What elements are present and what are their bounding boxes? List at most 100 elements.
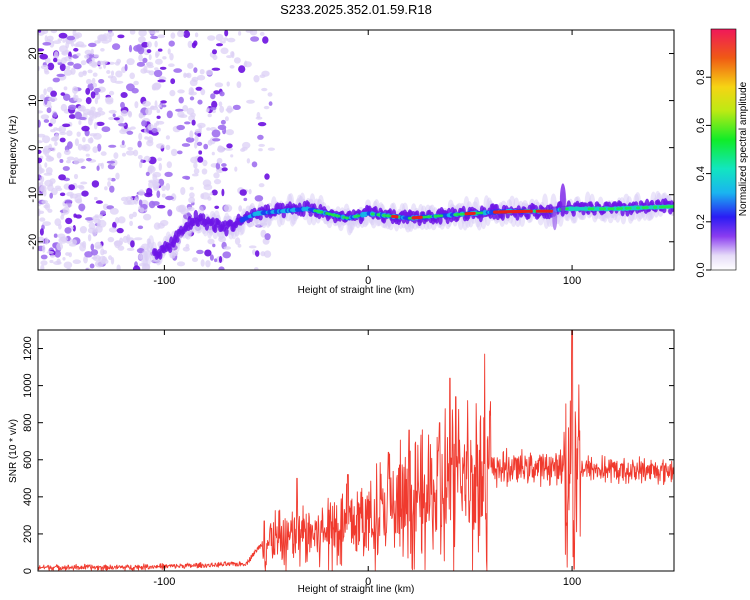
noise-blob (113, 117, 120, 121)
noise-blob (258, 143, 266, 147)
noise-blob (153, 122, 158, 130)
noise-blob (215, 162, 221, 170)
noise-blob (182, 105, 189, 112)
noise-blob (145, 107, 153, 116)
noise-blob (133, 80, 139, 86)
noise-blob (90, 48, 94, 55)
noise-blob (155, 58, 163, 65)
noise-blob (81, 190, 89, 197)
noise-blob (95, 228, 99, 234)
noise-blob (77, 105, 84, 112)
noise-blob (89, 137, 94, 144)
noise-blob (154, 40, 158, 48)
noise-blob (191, 42, 197, 49)
noise-blob (156, 120, 165, 125)
noise-blob (232, 104, 241, 110)
ridge-highlight (601, 207, 606, 211)
ridge-highlight (387, 214, 392, 218)
noise-blob (177, 89, 185, 94)
noise-blob (243, 61, 252, 68)
noise-blob (154, 67, 159, 71)
noise-blob (129, 72, 135, 80)
noise-blob (39, 53, 48, 60)
noise-blob (98, 66, 102, 70)
snr-x-tick-label: -100 (153, 576, 175, 588)
noise-blob (152, 82, 162, 90)
noise-blob (127, 147, 134, 151)
noise-blob (78, 185, 85, 190)
noise-blob (225, 107, 234, 113)
spectrogram-x-axis-title: Height of straight line (km) (298, 285, 415, 296)
noise-blob (96, 165, 100, 171)
noise-blob (80, 165, 86, 169)
noise-blob (91, 77, 96, 85)
noise-blob (109, 185, 115, 193)
spectrogram-data (38, 30, 674, 270)
noise-blob (51, 136, 59, 141)
noise-blob (195, 86, 203, 91)
noise-blob (175, 108, 184, 112)
noise-blob (87, 69, 93, 74)
noise-blob (62, 93, 71, 102)
ridge-peak-segment (411, 215, 423, 220)
noise-blob (39, 181, 44, 187)
noise-blob (107, 31, 115, 37)
noise-blob (134, 101, 139, 109)
noise-blob (44, 57, 51, 64)
noise-blob (141, 41, 149, 48)
noise-blob (191, 119, 196, 126)
noise-blob (93, 219, 102, 224)
noise-blob (250, 36, 260, 42)
noise-blob (114, 217, 120, 224)
noise-blob (147, 136, 154, 144)
noise-blob (136, 44, 143, 52)
noise-blob (146, 41, 152, 48)
noise-blob (248, 188, 252, 195)
noise-blob (53, 233, 58, 238)
noise-blob (123, 200, 132, 205)
noise-blob (120, 110, 129, 117)
noise-blob (62, 257, 66, 261)
ridge-highlight (610, 207, 615, 211)
noise-blob (66, 159, 71, 164)
noise-blob (98, 256, 108, 263)
noise-blob (65, 217, 73, 225)
noise-blob (185, 137, 195, 143)
ridge-highlight (587, 207, 592, 211)
noise-blob (226, 81, 230, 87)
noise-blob (166, 161, 172, 169)
noise-blob (167, 209, 173, 217)
noise-blob (40, 114, 50, 120)
noise-blob (43, 68, 49, 73)
noise-blob (154, 100, 158, 108)
noise-blob (40, 260, 48, 266)
noise-blob (161, 193, 166, 198)
noise-blob (164, 171, 173, 177)
noise-blob (64, 199, 73, 204)
noise-blob (74, 138, 79, 147)
noise-blob (161, 104, 167, 108)
noise-blob (112, 221, 117, 229)
ridge-highlight (619, 207, 623, 210)
noise-blob (203, 143, 209, 150)
ridge-core (308, 211, 313, 217)
noise-blob (217, 124, 227, 131)
noise-blob (78, 71, 84, 78)
noise-blob (88, 42, 97, 48)
noise-blob (68, 184, 75, 191)
noise-blob (89, 263, 95, 269)
noise-blob (66, 191, 74, 197)
noise-blob (138, 189, 145, 196)
noise-blob (106, 160, 116, 164)
noise-blob (211, 67, 221, 71)
noise-blob (50, 30, 58, 34)
noise-blob (110, 257, 115, 265)
noise-blob (188, 196, 196, 204)
ridge-highlight (670, 205, 674, 208)
noise-blob (197, 133, 202, 137)
noise-blob (47, 208, 53, 213)
noise-blob (68, 104, 77, 111)
noise-blob (126, 58, 135, 66)
noise-blob (120, 92, 128, 98)
